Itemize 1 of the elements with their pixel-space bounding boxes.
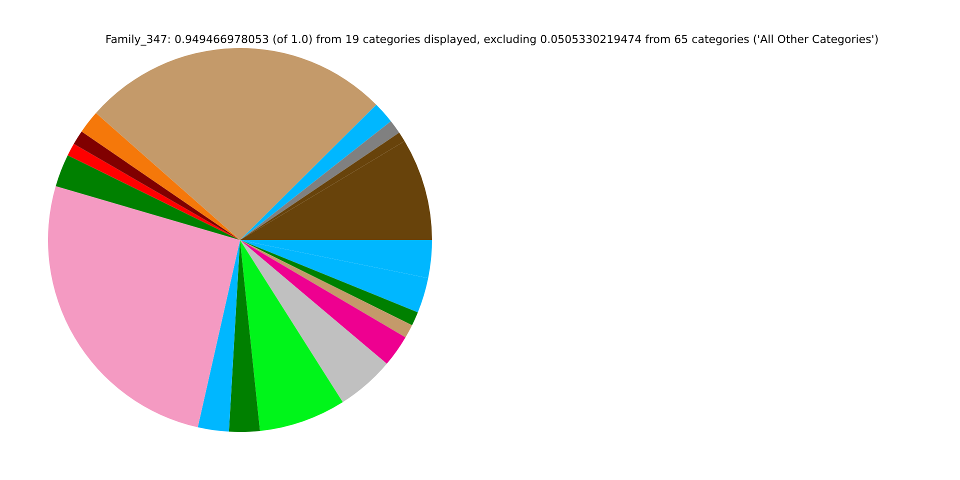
text: Family_347: 0.949466978053 (of 1.0) from 19 categories displayed, excluding 0.0505330219474 from 65 categories ('All Other Categories') — [104, 33, 880, 46]
